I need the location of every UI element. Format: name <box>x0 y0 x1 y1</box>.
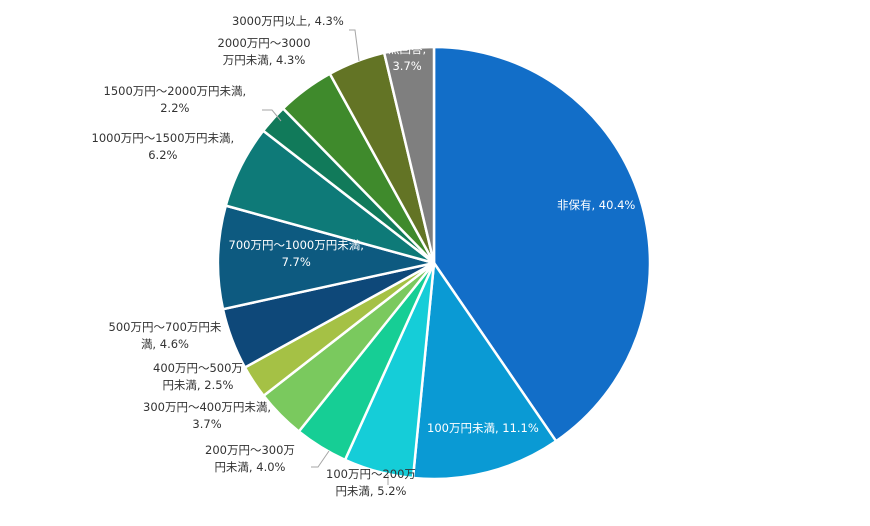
data-label: 400万円～500万 円未満, 2.5% <box>153 360 243 394</box>
data-label-line: 6.2% <box>148 148 178 162</box>
data-label-line: 3000万円以上, 4.3% <box>232 13 344 28</box>
data-label-line: 円未満, 5.2% <box>335 484 407 498</box>
data-label: 100万円～200万 円未満, 5.2% <box>326 466 416 500</box>
pie-slice <box>432 45 652 443</box>
data-label: 非保有, 40.4% <box>557 197 635 214</box>
data-label-line: 3.7% <box>192 417 222 431</box>
leader-line <box>311 450 330 468</box>
data-label: 200万円～300万 円未満, 4.0% <box>205 442 295 476</box>
data-label: 300万円～400万円未満, 3.7% <box>143 399 271 433</box>
data-label-line: 円未満, 2.5% <box>162 378 234 392</box>
data-label-line: 非保有, 40.4% <box>557 197 636 212</box>
data-label-line: 円未満, 4.0% <box>214 460 286 474</box>
data-label-line: 満, 4.6% <box>140 337 189 351</box>
data-label-line: 500万円～700万円未 <box>108 320 222 334</box>
data-label-line: 2.2% <box>160 101 190 115</box>
data-label-line: 3.7% <box>392 59 422 73</box>
pie-slice <box>216 204 436 311</box>
data-label-line: 100万円未満, 11.1% <box>427 420 539 435</box>
data-label-line: 1000万円～1500万円未満, <box>91 131 235 145</box>
data-label: 700万円～1000万円未満, 7.7% <box>229 237 364 271</box>
data-label-line: 700万円～1000万円未満, <box>228 238 364 252</box>
leader-line <box>349 29 360 62</box>
data-label: 100万円未満, 11.1% <box>427 420 539 437</box>
data-label-line: 400万円～500万 <box>153 361 243 375</box>
data-label-line: 2000万円～3000 <box>217 36 311 50</box>
data-label-line: 万円未満, 4.3% <box>222 53 306 67</box>
data-label: 2000万円～3000 万円未満, 4.3% <box>218 35 311 69</box>
data-label: 500万円～700万円未 満, 4.6% <box>109 319 222 353</box>
data-label: 1000万円～1500万円未満, 6.2% <box>92 130 235 164</box>
pie-slice <box>382 45 436 265</box>
data-label: 3000万円以上, 4.3% <box>232 13 344 30</box>
data-label: 1500万円～2000万円未満, 2.2% <box>104 83 247 117</box>
pie-slice <box>411 261 558 481</box>
data-label-line: 7.7% <box>281 255 311 269</box>
data-label-line: 300万円～400万円未満, <box>143 400 272 414</box>
data-label-line: 無回答, <box>388 42 427 56</box>
data-label-line: 200万円～300万 <box>205 443 295 457</box>
data-label-line: 100万円～200万 <box>326 467 416 481</box>
leader-line <box>262 109 282 122</box>
data-label: 無回答, 3.7% <box>388 41 426 75</box>
data-label-line: 1500万円～2000万円未満, <box>103 84 247 98</box>
